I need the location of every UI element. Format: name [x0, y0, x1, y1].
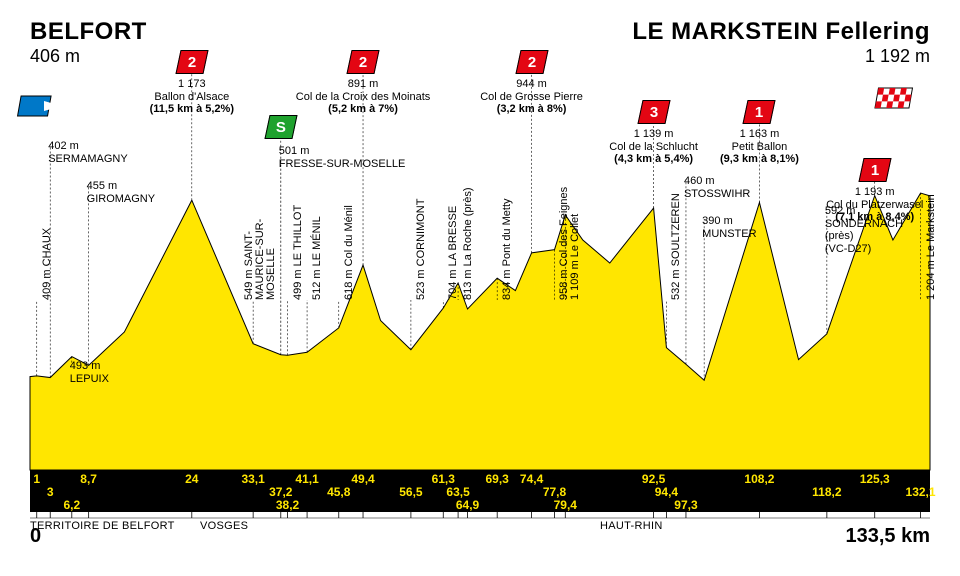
climb-cat-badge: 3: [637, 100, 670, 124]
climb-cat-badge: 1: [858, 158, 891, 182]
svg-text:64,9: 64,9: [456, 498, 480, 512]
svg-text:69,3: 69,3: [486, 472, 510, 486]
svg-text:3: 3: [47, 485, 54, 499]
svg-text:94,4: 94,4: [655, 485, 679, 499]
total-distance: 133,5 km: [845, 525, 930, 548]
svg-text:8,7: 8,7: [80, 472, 97, 486]
svg-text:33,1: 33,1: [241, 472, 265, 486]
climb-label: 944 mCol de Grosse Pierre(3,2 km à 8%): [462, 78, 602, 116]
svg-text:108,2: 108,2: [744, 472, 774, 486]
waypoint-label: 460 mSTOSSWIHR: [684, 175, 750, 200]
svg-text:6,2: 6,2: [63, 498, 80, 512]
waypoint-label: 618 m Col du Ménil: [343, 205, 355, 300]
sprint-badge: S: [264, 115, 297, 139]
svg-text:97,3: 97,3: [674, 498, 698, 512]
svg-text:79,4: 79,4: [554, 498, 578, 512]
waypoint-label: MOSELLE: [265, 248, 277, 300]
waypoint-label: 813 m La Roche (près): [462, 188, 474, 301]
waypoint-label: 512 m LE MÉNIL: [311, 216, 323, 300]
climb-label: 1 163 mPetit Ballon(9,3 km à 8,1%): [689, 128, 829, 166]
zero-km: 0: [30, 525, 41, 548]
waypoint-label: 1 109 m Le Collet: [569, 214, 581, 300]
region-label: VOSGES: [200, 520, 248, 532]
climb-cat-badge: 2: [515, 50, 548, 74]
svg-text:77,8: 77,8: [543, 485, 567, 499]
waypoint-label: 523 m CORNIMONT: [415, 199, 427, 300]
waypoint-label: 493 mLEPUIX: [70, 360, 109, 385]
region-label: HAUT-RHIN: [600, 520, 663, 532]
climb-label: 891 mCol de la Croix des Moinats(5,2 km …: [293, 78, 433, 116]
waypoint-label: 532 m SOULTZEREN: [670, 193, 682, 300]
svg-text:61,3: 61,3: [432, 472, 456, 486]
waypoint-label: 704 m LA BRESSE: [447, 206, 459, 300]
climb-cat-badge: 2: [346, 50, 379, 74]
waypoint-label: 834 m Pont du Metty: [501, 199, 513, 301]
svg-text:37,2: 37,2: [269, 485, 293, 499]
svg-text:63,5: 63,5: [446, 485, 470, 499]
svg-text:132,1: 132,1: [906, 485, 936, 499]
climb-label: 1 193 mCol du Platzerwasel(7,1 km à 8,4%…: [805, 186, 945, 224]
svg-text:38,2: 38,2: [276, 498, 300, 512]
climb-cat-badge: 1: [743, 100, 776, 124]
svg-text:74,4: 74,4: [520, 472, 544, 486]
svg-text:41,1: 41,1: [295, 472, 319, 486]
svg-text:56,5: 56,5: [399, 485, 423, 499]
svg-text:92,5: 92,5: [642, 472, 666, 486]
waypoint-label: 390 mMUNSTER: [702, 215, 756, 240]
waypoint-label: 455 mGIROMAGNY: [87, 180, 155, 205]
waypoint-label: 501 mFRESSE-SUR-MOSELLE: [279, 145, 406, 170]
waypoint-label: 499 m LE THILLOT: [292, 205, 304, 300]
waypoint-label: 409 m CHAUX: [41, 228, 53, 300]
svg-text:125,3: 125,3: [860, 472, 890, 486]
svg-text:45,8: 45,8: [327, 485, 351, 499]
svg-text:24: 24: [185, 472, 199, 486]
svg-text:1: 1: [33, 472, 40, 486]
region-label: TERRITOIRE DE BELFORT: [30, 520, 175, 532]
waypoint-label: 402 mSERMAMAGNY: [48, 140, 127, 165]
svg-text:49,4: 49,4: [351, 472, 375, 486]
climb-cat-badge: 2: [175, 50, 208, 74]
svg-text:118,2: 118,2: [812, 485, 842, 499]
climb-label: 1 173Ballon d'Alsace(11,5 km à 5,2%): [122, 78, 262, 116]
